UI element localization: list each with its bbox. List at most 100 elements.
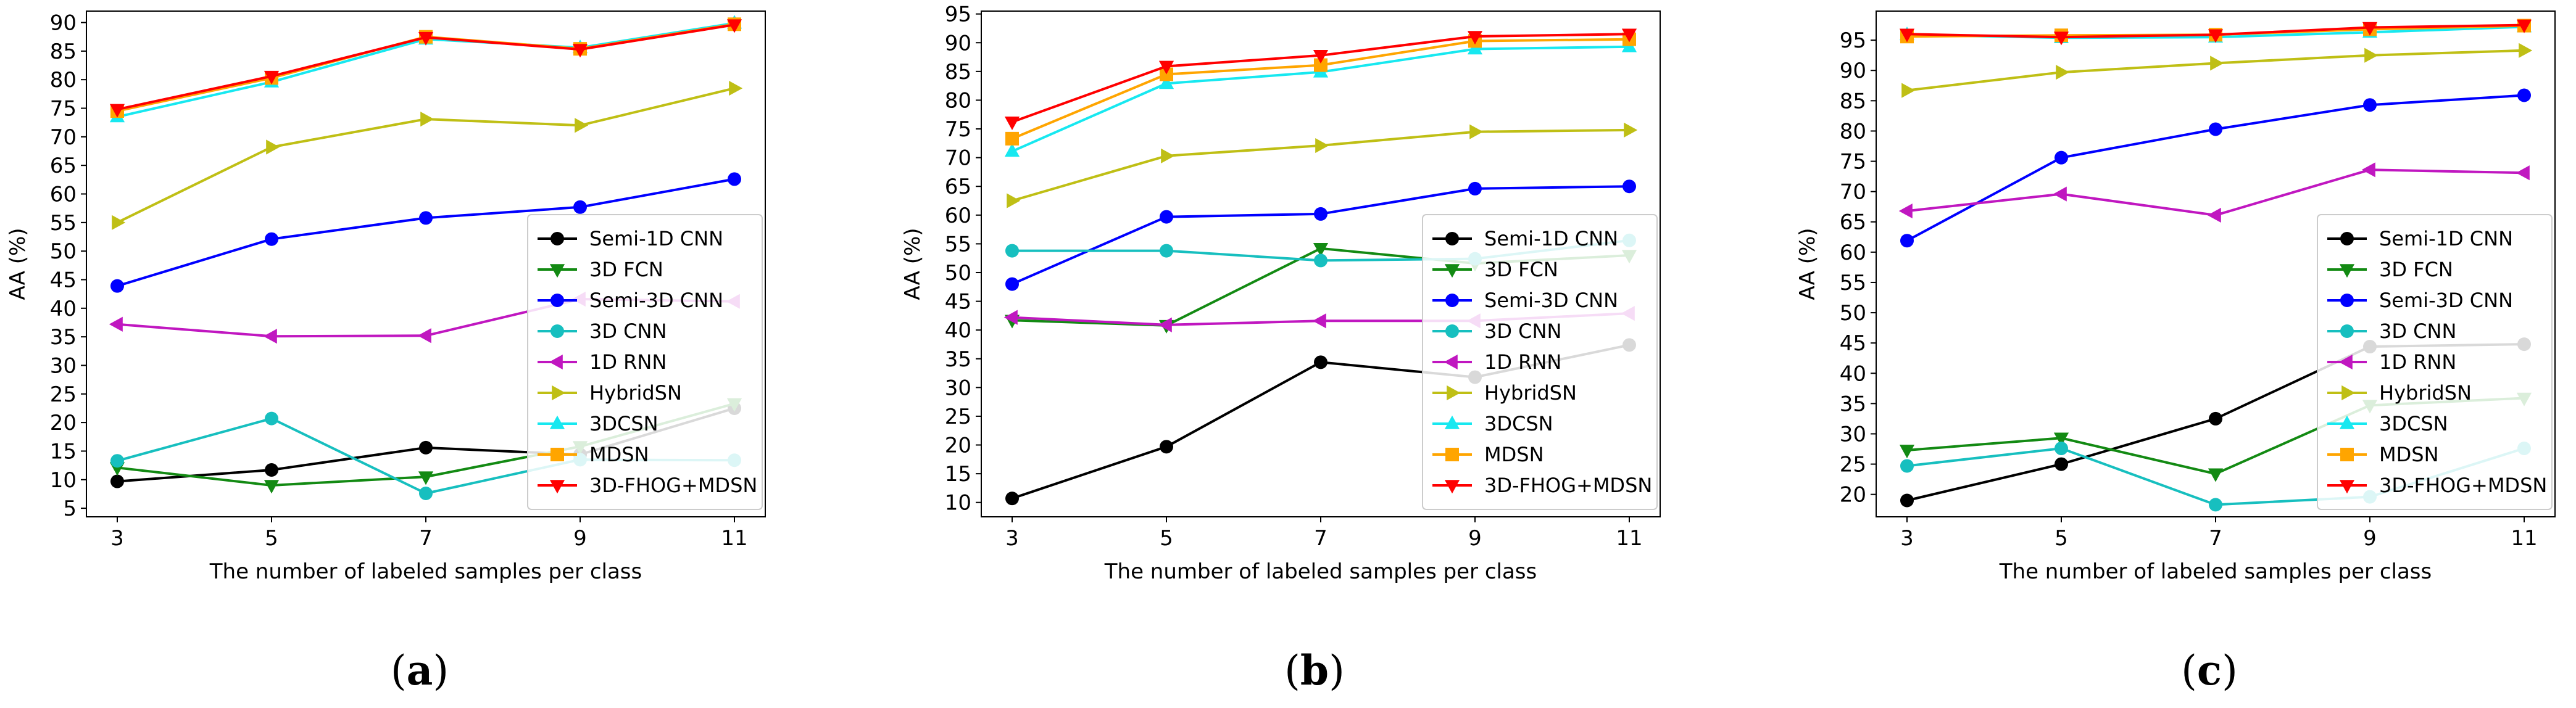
x-axis-title: The number of labeled samples per class	[1999, 559, 2432, 584]
y-tick-label: 70	[945, 146, 971, 171]
y-tick-label: 55	[50, 211, 77, 236]
y-tick-label: 25	[945, 405, 971, 429]
data-point-semi-3d-cnn	[1622, 179, 1636, 194]
data-point-hybridsn	[2056, 65, 2070, 80]
y-tick-label: 75	[945, 117, 971, 142]
x-tick-label: 9	[2363, 526, 2377, 551]
data-point-semi-3d-cnn	[2209, 122, 2222, 136]
y-tick-label: 80	[1840, 119, 1866, 144]
data-point-3d-fhog-mdsn	[418, 31, 434, 46]
y-tick-label: 50	[50, 239, 77, 264]
data-point-hybridsn	[575, 118, 589, 133]
series-3d-fhog-mdsn	[109, 19, 742, 118]
legend-entry-1d-rnn: 1D RNN	[1432, 350, 1561, 374]
data-point-1d-rnn	[2516, 165, 2530, 181]
legend-entry-3d-cnn: 3D CNN	[538, 319, 667, 343]
legend-entry-3dcsn: 3DCSN	[2327, 412, 2448, 435]
legend-marker	[551, 294, 564, 307]
legend-label: 3D-FHOG+MDSN	[589, 474, 757, 497]
legend-marker	[1444, 480, 1460, 494]
legend-marker	[1447, 385, 1461, 401]
y-tick-label: 40	[50, 297, 77, 321]
legend-marker	[549, 264, 565, 278]
y-tick-label: 80	[50, 68, 77, 93]
legend-marker	[2340, 232, 2354, 245]
y-tick-label: 55	[1840, 271, 1866, 295]
legend-box	[527, 214, 763, 510]
y-tick-label: 95	[1840, 28, 1866, 53]
legend-label: MDSN	[589, 443, 649, 466]
data-point-semi-3d-cnn	[2517, 88, 2531, 102]
data-point-semi-3d-cnn	[1160, 210, 1173, 224]
legend-label: 3D CNN	[589, 319, 667, 343]
y-tick-label: 35	[945, 347, 971, 372]
data-point-semi-3d-cnn	[419, 211, 433, 225]
legend: Semi-1D CNN 3D FCN Semi-3D CNN 3D CNN 1D RNN…	[527, 214, 763, 510]
y-tick-label: 60	[50, 182, 77, 207]
data-point-3d-cnn	[265, 411, 278, 426]
y-tick-label: 70	[1840, 180, 1866, 205]
y-tick-label: 30	[50, 353, 77, 378]
data-point-1d-rnn	[1003, 310, 1018, 325]
legend-marker	[1445, 232, 1459, 245]
data-point-3d-cnn	[1314, 253, 1327, 268]
legend-entry-mdsn: MDSN	[2327, 443, 2439, 466]
data-point-3d-fhog-mdsn	[1158, 60, 1174, 75]
legend-entry-3d-fcn: 3D FCN	[2327, 258, 2453, 281]
panel-caption-b-letter: b	[1300, 646, 1329, 694]
legend-marker	[1445, 294, 1459, 307]
data-point-1d-rnn	[1312, 313, 1326, 329]
data-point-semi-3d-cnn	[265, 232, 278, 246]
legend-label: 3D FCN	[589, 258, 663, 281]
y-tick-label: 50	[1840, 301, 1866, 326]
legend-entry-hybridsn: HybridSN	[538, 381, 682, 405]
y-tick-label: 65	[1840, 210, 1866, 235]
data-point-semi-3d-cnn	[1005, 277, 1019, 291]
legend-label: 3D CNN	[2379, 319, 2456, 343]
legend-marker	[2339, 415, 2355, 429]
legend: Semi-1D CNN 3D FCN Semi-3D CNN 3D CNN 1D RNN…	[1422, 214, 1658, 510]
legend-label: 3D FCN	[1484, 258, 1558, 281]
legend-marker	[1445, 324, 1459, 338]
data-point-semi-1d-cnn	[1005, 492, 1019, 506]
data-point-semi-3d-cnn	[2363, 98, 2377, 112]
series-3d-fhog-mdsn	[1899, 19, 2532, 46]
data-point-3d-fhog-mdsn	[1004, 117, 1020, 131]
data-point-3d-fhog-mdsn	[2208, 29, 2224, 43]
data-point-3d-fcn	[418, 471, 434, 485]
x-tick-label: 3	[1900, 526, 1914, 551]
data-point-3d-cnn	[419, 487, 433, 501]
data-point-hybridsn	[1469, 124, 1484, 139]
data-point-semi-3d-cnn	[1900, 234, 1914, 248]
data-point-1d-rnn	[2207, 207, 2221, 223]
legend-marker	[2340, 294, 2354, 307]
y-tick-label: 10	[945, 491, 971, 516]
data-point-3d-cnn	[110, 454, 124, 468]
series-semi-3d-cnn	[1005, 179, 1636, 291]
data-point-3dcsn	[1158, 75, 1174, 89]
y-tick-label: 85	[50, 39, 77, 64]
legend-label: Semi-3D CNN	[1484, 289, 1618, 312]
legend-marker	[2339, 480, 2355, 494]
legend-label: 1D RNN	[1484, 350, 1561, 374]
legend-marker	[551, 324, 564, 338]
data-point-hybridsn	[2364, 47, 2379, 63]
y-tick-label: 15	[945, 462, 971, 487]
x-tick-label: 5	[1160, 526, 1173, 551]
data-point-semi-3d-cnn	[573, 200, 587, 214]
y-axis-title: AA (%)	[6, 228, 30, 300]
data-point-1d-rnn	[2053, 186, 2067, 202]
data-point-3d-fcn	[2208, 468, 2224, 482]
series-3dcsn	[1004, 38, 1637, 157]
data-point-hybridsn	[266, 139, 280, 155]
legend-entry-3d-fhog-mdsn: 3D-FHOG+MDSN	[538, 474, 757, 497]
data-point-semi-1d-cnn	[265, 463, 278, 477]
legend-marker	[2341, 385, 2356, 401]
legend-label: MDSN	[2379, 443, 2439, 466]
data-point-3d-fhog-mdsn	[2362, 22, 2378, 36]
y-tick-label: 30	[945, 376, 971, 400]
data-point-3d-fhog-mdsn	[1467, 31, 1483, 45]
legend-label: HybridSN	[589, 381, 682, 405]
